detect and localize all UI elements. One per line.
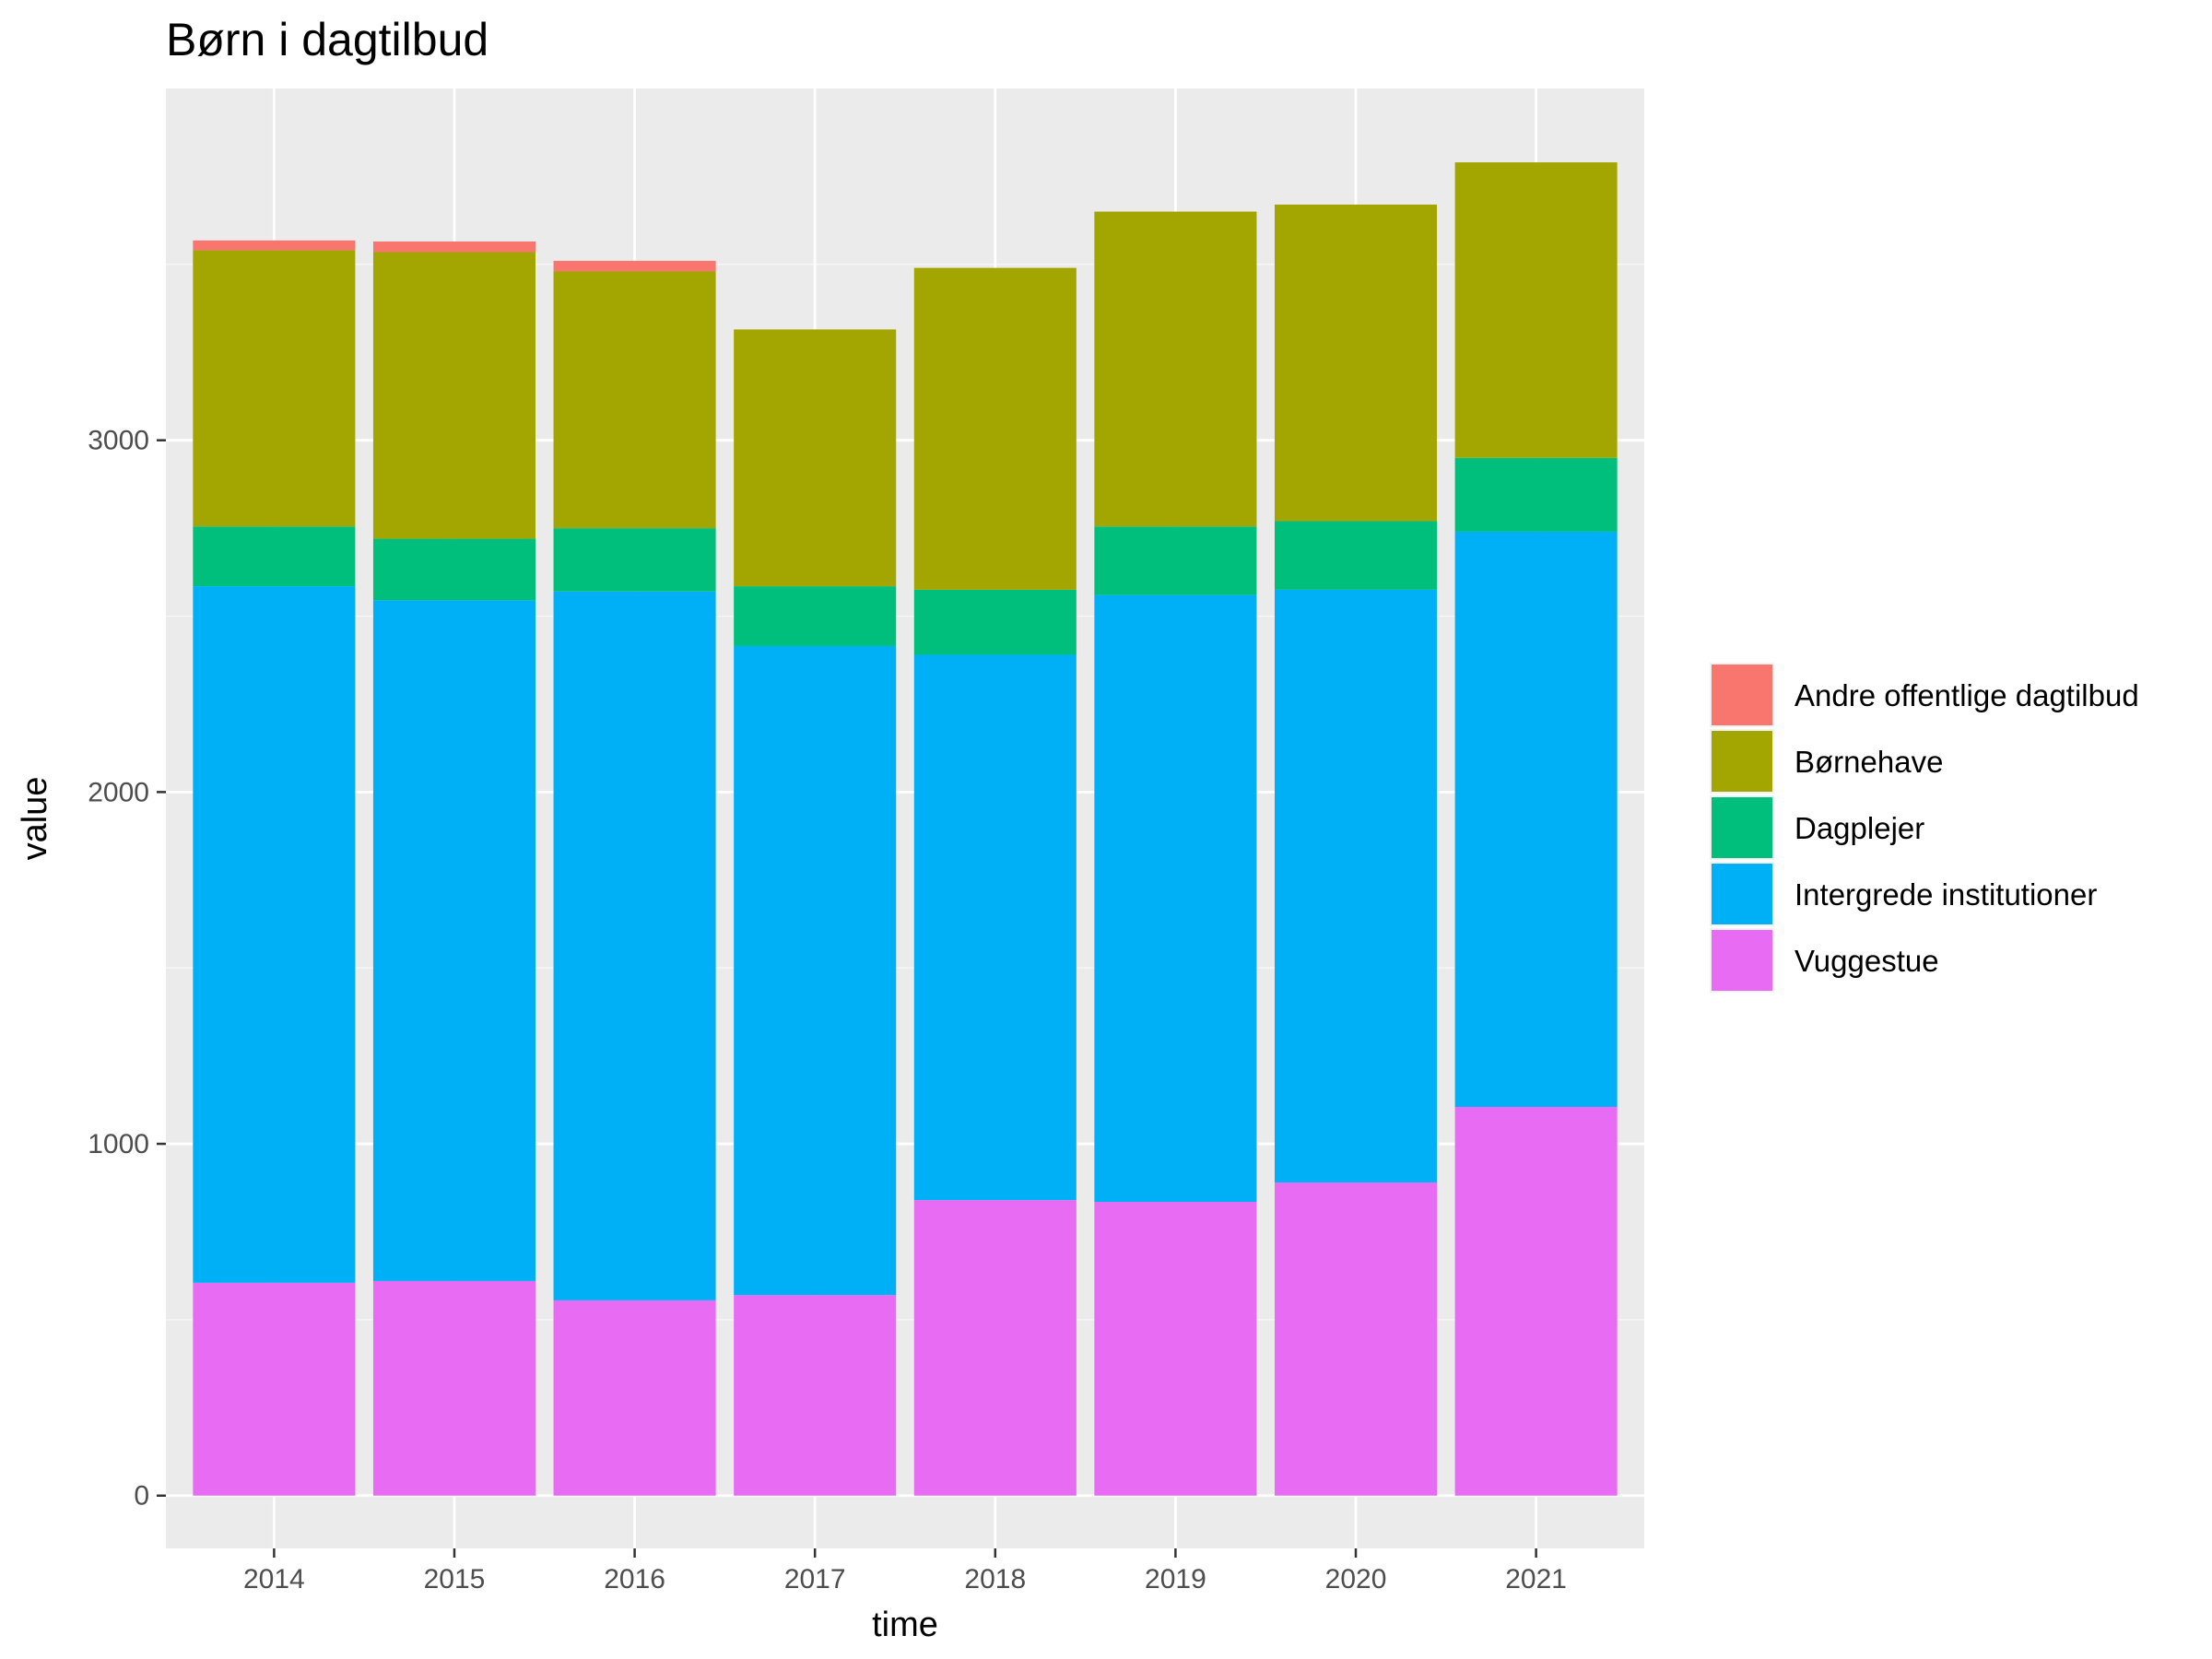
bar-segment [193, 1282, 356, 1496]
y-tick-label: 3000 [88, 426, 149, 456]
legend-label: Intergrede institutioner [1794, 877, 2097, 912]
bar-segment [193, 526, 356, 587]
x-tick-label: 2017 [784, 1564, 846, 1594]
bar-segment [734, 329, 897, 587]
legend-swatch [1712, 930, 1772, 991]
bar-segment [1094, 211, 1257, 527]
bars [193, 162, 1618, 1496]
legend-swatch [1712, 665, 1772, 725]
bar-segment [553, 271, 716, 529]
chart-title: Børn i dagtilbud [166, 14, 488, 65]
bar-segment [913, 654, 1077, 1201]
legend: Andre offentlige dagtilbud Børnehave Dagpl… [1710, 663, 2139, 993]
bar-segment [372, 538, 535, 601]
x-tick-label: 2018 [964, 1564, 1026, 1594]
x-tick-label: 2019 [1145, 1564, 1206, 1594]
bar-segment [913, 267, 1077, 590]
y-axis-title: value [16, 777, 54, 861]
bar-segment [1275, 204, 1438, 522]
legend-label: Dagplejer [1794, 811, 1924, 845]
bar-segment [372, 252, 535, 539]
bar-segment [1094, 1202, 1257, 1496]
bar-segment [1275, 521, 1438, 590]
bar-segment [553, 1300, 716, 1496]
x-tick-label: 2014 [243, 1564, 305, 1594]
x-tick-label: 2016 [604, 1564, 665, 1594]
legend-swatch [1712, 731, 1772, 792]
y-tick-label: 1000 [88, 1129, 149, 1159]
bar-segment [372, 600, 535, 1281]
legend-label: Vuggestue [1794, 944, 1939, 978]
x-tick-label: 2015 [424, 1564, 486, 1594]
bar-segment [913, 589, 1077, 655]
bar-segment [1454, 162, 1618, 458]
x-tick-label: 2020 [1325, 1564, 1387, 1594]
bar-segment [1454, 531, 1618, 1107]
y-tick-label: 2000 [88, 777, 149, 807]
bar-segment [1275, 589, 1438, 1183]
bar-segment [553, 591, 716, 1300]
bar-segment [193, 250, 356, 527]
bar-segment [193, 586, 356, 1283]
bar-segment [1454, 1106, 1618, 1496]
bar-segment [193, 240, 356, 251]
bar-segment [553, 528, 716, 592]
x-axis-title: time [872, 1606, 938, 1644]
bar-segment [372, 241, 535, 253]
axes: 0 1000 2000 3000 2014 2015 2016 2017 2018 2019 202… [88, 426, 1567, 1594]
legend-swatch [1712, 797, 1772, 858]
bar-segment [1094, 594, 1257, 1203]
bar-segment [1094, 526, 1257, 595]
bar-segment [1454, 457, 1618, 532]
bar-segment [372, 1280, 535, 1496]
x-tick-label: 2021 [1505, 1564, 1567, 1594]
y-tick-label: 0 [134, 1481, 149, 1512]
bar-segment [553, 261, 716, 272]
legend-label: Andre offentlige dagtilbud [1794, 678, 2139, 712]
bar-segment [913, 1200, 1077, 1496]
legend-label: Børnehave [1794, 745, 1943, 779]
bar-segment [734, 586, 897, 646]
bar-segment [734, 1295, 897, 1496]
legend-swatch [1712, 864, 1772, 924]
bar-segment [734, 645, 897, 1296]
bar-segment [1275, 1182, 1438, 1496]
